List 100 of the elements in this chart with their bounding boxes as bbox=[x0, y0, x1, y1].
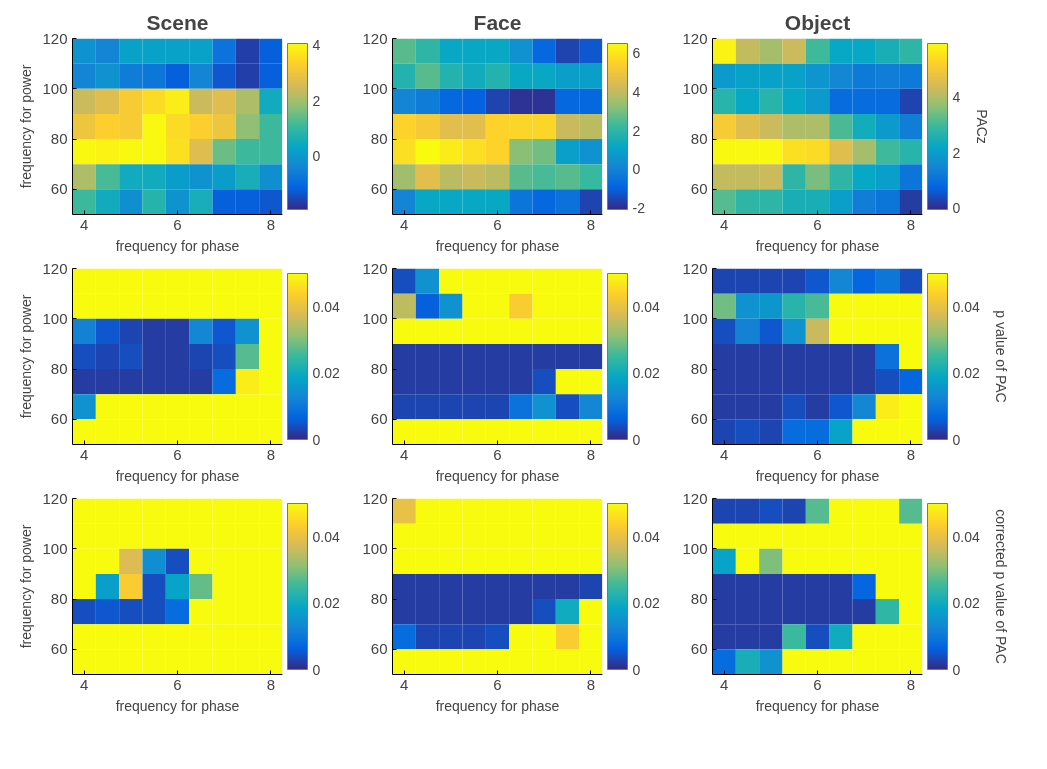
x-axis-title: frequency for phase bbox=[115, 467, 240, 484]
y-tick-label: 80 bbox=[50, 130, 68, 148]
y-tick-label: 120 bbox=[682, 29, 708, 47]
color-bar-label: 6 bbox=[632, 45, 641, 62]
color-bar-label: 4 bbox=[632, 83, 641, 100]
color-bar-label: 0 bbox=[632, 431, 641, 448]
y-tick-label: 100 bbox=[682, 79, 708, 97]
x-tick-label: 4 bbox=[80, 445, 89, 463]
color-bar-label: 0 bbox=[312, 148, 321, 165]
y-tick-label: 100 bbox=[42, 539, 68, 557]
y-tick-label: 120 bbox=[682, 259, 708, 277]
y-tick-label: 60 bbox=[50, 640, 68, 658]
x-tick-label: 6 bbox=[493, 675, 502, 693]
y-tick-label: 80 bbox=[370, 360, 388, 378]
y-tick-label: 120 bbox=[682, 489, 708, 507]
color-bar-label: 4 bbox=[952, 89, 961, 106]
chart-title: Face bbox=[473, 10, 522, 34]
y-tick-label: 60 bbox=[370, 410, 388, 428]
color-bar-label: 4 bbox=[312, 36, 321, 53]
color-bar-label: 0.04 bbox=[312, 528, 340, 545]
y-tick-label: 80 bbox=[690, 590, 708, 608]
x-tick-label: 6 bbox=[813, 445, 822, 463]
y-tick-label: 80 bbox=[370, 590, 388, 608]
color-bar-label: 0.04 bbox=[632, 298, 660, 315]
x-tick-label: 8 bbox=[906, 445, 916, 463]
color-bar-label: 0 bbox=[952, 200, 961, 217]
y-tick-label: 80 bbox=[370, 130, 388, 148]
y-tick-label: 100 bbox=[362, 539, 388, 557]
color-bar-title: p value of PAC bbox=[992, 310, 1009, 403]
y-tick-label: 100 bbox=[362, 309, 388, 327]
x-tick-label: 8 bbox=[586, 215, 596, 233]
x-tick-label: 4 bbox=[80, 215, 89, 233]
x-tick-label: 4 bbox=[400, 675, 409, 693]
color-bar-label: 2 bbox=[632, 122, 641, 139]
x-axis-title: frequency for phase bbox=[115, 697, 240, 714]
color-bar-label: 0 bbox=[312, 661, 321, 678]
x-tick-label: 6 bbox=[173, 675, 182, 693]
color-bar-label: 2 bbox=[952, 144, 961, 161]
x-tick-label: 8 bbox=[586, 445, 596, 463]
y-tick-label: 100 bbox=[682, 539, 708, 557]
x-tick-label: 8 bbox=[586, 675, 596, 693]
color-bar-label: 0.02 bbox=[632, 365, 660, 382]
y-tick-label: 120 bbox=[42, 29, 68, 47]
y-tick-label: 100 bbox=[682, 309, 708, 327]
color-bar-label: 0.04 bbox=[952, 298, 980, 315]
color-bar-label: 2 bbox=[312, 92, 321, 109]
y-axis-title: frequency for power bbox=[18, 524, 35, 649]
x-axis-title: frequency for phase bbox=[435, 697, 560, 714]
color-bar-label: -2 bbox=[632, 200, 646, 217]
color-bar-title: corrected p value of PAC bbox=[992, 509, 1009, 664]
color-bar-label: 0 bbox=[632, 661, 641, 678]
y-tick-label: 80 bbox=[690, 130, 708, 148]
x-tick-label: 6 bbox=[493, 445, 502, 463]
x-tick-label: 6 bbox=[813, 215, 822, 233]
color-bar-label: 0.04 bbox=[312, 298, 340, 315]
x-tick-label: 8 bbox=[906, 215, 916, 233]
color-bar-label: 0 bbox=[952, 431, 961, 448]
x-tick-label: 8 bbox=[266, 445, 276, 463]
y-tick-label: 60 bbox=[370, 640, 388, 658]
color-bar-label: 0 bbox=[312, 431, 321, 448]
x-tick-label: 8 bbox=[266, 215, 276, 233]
x-axis-title: frequency for phase bbox=[755, 237, 880, 254]
color-bar-title: PACz bbox=[973, 109, 990, 144]
y-tick-label: 60 bbox=[690, 640, 708, 658]
y-tick-label: 120 bbox=[362, 259, 388, 277]
x-tick-label: 4 bbox=[400, 445, 409, 463]
color-bar-label: 0 bbox=[952, 661, 961, 678]
chart-title: Object bbox=[784, 10, 851, 34]
x-axis-title: frequency for phase bbox=[755, 467, 880, 484]
x-tick-label: 8 bbox=[266, 675, 276, 693]
color-bar-label: 0.02 bbox=[952, 365, 980, 382]
y-tick-label: 80 bbox=[690, 360, 708, 378]
y-tick-label: 80 bbox=[50, 590, 68, 608]
color-bar-label: 0.04 bbox=[952, 528, 980, 545]
y-tick-label: 60 bbox=[690, 180, 708, 198]
y-tick-label: 120 bbox=[42, 259, 68, 277]
y-tick-label: 60 bbox=[50, 180, 68, 198]
y-tick-label: 80 bbox=[50, 360, 68, 378]
y-tick-label: 60 bbox=[370, 180, 388, 198]
color-bar-label: 0.04 bbox=[632, 528, 660, 545]
x-axis-title: frequency for phase bbox=[435, 467, 560, 484]
color-bar-label: 0.02 bbox=[312, 365, 340, 382]
x-axis-title: frequency for phase bbox=[435, 237, 560, 254]
y-axis-title: frequency for power bbox=[18, 294, 35, 419]
y-tick-label: 120 bbox=[42, 489, 68, 507]
x-tick-label: 4 bbox=[720, 445, 729, 463]
x-tick-label: 6 bbox=[493, 215, 502, 233]
x-tick-label: 6 bbox=[173, 215, 182, 233]
y-tick-label: 100 bbox=[362, 79, 388, 97]
y-axis-title: frequency for power bbox=[18, 64, 35, 189]
x-axis-title: frequency for phase bbox=[115, 237, 240, 254]
x-tick-label: 6 bbox=[173, 445, 182, 463]
y-tick-label: 100 bbox=[42, 309, 68, 327]
color-bar-label: 0.02 bbox=[632, 595, 660, 612]
y-tick-label: 100 bbox=[42, 79, 68, 97]
color-bar-label: 0.02 bbox=[312, 595, 340, 612]
x-tick-label: 8 bbox=[906, 675, 916, 693]
chart-title: Scene bbox=[146, 10, 209, 34]
x-tick-label: 4 bbox=[720, 675, 729, 693]
x-tick-label: 4 bbox=[720, 215, 729, 233]
